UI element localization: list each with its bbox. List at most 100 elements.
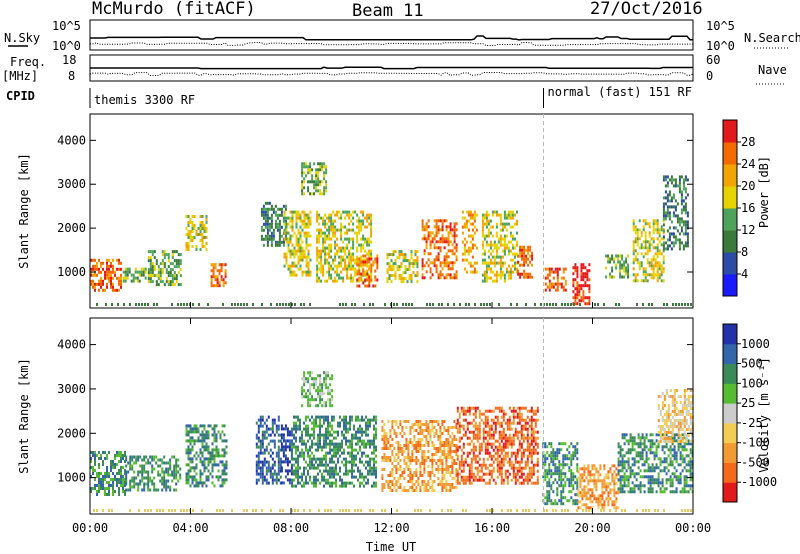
power-cell <box>120 285 122 289</box>
velocity-cell <box>449 444 452 447</box>
velocity-cell <box>375 472 377 476</box>
power-cell <box>323 171 326 175</box>
velocity-cell <box>313 377 316 381</box>
power-cell <box>321 180 324 184</box>
power-cell <box>295 249 298 253</box>
velocity-cell <box>421 459 424 462</box>
power-cell <box>638 267 641 271</box>
velocity-cell <box>201 436 204 440</box>
power-cell <box>266 207 269 211</box>
power-cell <box>362 219 365 223</box>
velocity-cell <box>504 472 507 476</box>
power-cell <box>574 287 577 291</box>
power-cell <box>597 303 599 306</box>
power-cell <box>328 243 331 247</box>
power-cell <box>507 264 510 268</box>
power-cell <box>572 296 575 300</box>
power-cell <box>425 225 428 229</box>
velocity-cell <box>122 490 124 493</box>
velocity-cell <box>357 415 359 419</box>
velocity-cell <box>257 418 260 422</box>
power-cell <box>572 281 575 285</box>
velocity-cell <box>347 460 349 464</box>
power-cell <box>529 272 532 276</box>
velocity-cell <box>303 421 305 425</box>
velocity-cell <box>329 439 331 443</box>
power-cell <box>386 268 389 272</box>
power-cell <box>447 267 450 271</box>
velocity-cell <box>397 462 400 465</box>
power-cell <box>441 240 444 244</box>
velocity-cell <box>353 463 355 467</box>
power-cell <box>94 264 96 268</box>
power-cell <box>576 284 579 288</box>
velocity-cell <box>411 441 414 444</box>
power-cell <box>149 274 152 278</box>
power-cell <box>481 216 484 220</box>
velocity-cell <box>518 415 521 419</box>
velocity-cell <box>122 457 124 460</box>
velocity-cell <box>349 451 351 455</box>
velocity-cell <box>124 478 126 481</box>
velocity-cell <box>482 460 485 464</box>
velocity-cell <box>456 457 459 461</box>
velocity-cell <box>449 453 452 456</box>
velocity-cell <box>476 478 479 482</box>
power-cell <box>203 224 206 227</box>
velocity-cell <box>205 433 208 437</box>
velocity-cell <box>311 466 313 470</box>
velocity-cell <box>153 482 156 486</box>
power-cell <box>564 288 567 292</box>
velocity-cell <box>284 427 287 431</box>
power-cell <box>412 265 415 269</box>
power-cell <box>439 240 442 244</box>
power-cell <box>656 270 659 274</box>
velocity-cell <box>500 463 503 467</box>
velocity-cell <box>423 453 426 456</box>
velocity-cell <box>367 424 369 428</box>
power-cell <box>100 282 102 286</box>
velocity-cell <box>460 436 463 440</box>
power-cell <box>307 243 310 247</box>
power-cell <box>293 261 296 265</box>
velocity-cell <box>472 424 475 428</box>
power-cell <box>120 267 122 271</box>
power-cell <box>364 216 367 220</box>
velocity-cell <box>455 426 458 429</box>
power-cell <box>368 213 371 217</box>
velocity-cell <box>325 386 328 390</box>
velocity-cell <box>207 475 210 479</box>
power-cell <box>499 243 502 247</box>
velocity-cell <box>413 444 416 447</box>
power-cell <box>270 213 273 217</box>
power-cell <box>262 228 265 232</box>
power-cell <box>516 210 518 214</box>
power-cell <box>662 217 665 221</box>
power-cell <box>656 255 659 259</box>
velocity-cell <box>331 398 334 402</box>
velocity-cell <box>295 469 297 473</box>
power-cell <box>309 165 312 169</box>
power-cell <box>392 265 395 269</box>
power-cell <box>340 249 343 253</box>
power-ytick-label: 4000 <box>57 133 86 147</box>
velocity-cell <box>335 430 337 434</box>
velocity-cell <box>395 465 398 468</box>
power-cell <box>350 261 353 265</box>
velocity-cell <box>504 454 507 458</box>
velocity-cell <box>327 478 329 482</box>
velocity-cell <box>213 457 216 461</box>
power-cell <box>144 270 147 274</box>
power-cell <box>108 258 110 262</box>
power-cell <box>307 261 310 265</box>
power-cell <box>149 262 152 266</box>
velocity-cell <box>490 436 493 440</box>
velocity-cell <box>303 472 305 476</box>
power-cell <box>408 274 411 278</box>
power-cell <box>396 256 399 260</box>
power-cell <box>293 210 296 214</box>
velocity-cell <box>116 481 118 484</box>
power-cell <box>117 303 119 306</box>
power-cell <box>499 240 502 244</box>
nsky-frame <box>89 19 694 51</box>
